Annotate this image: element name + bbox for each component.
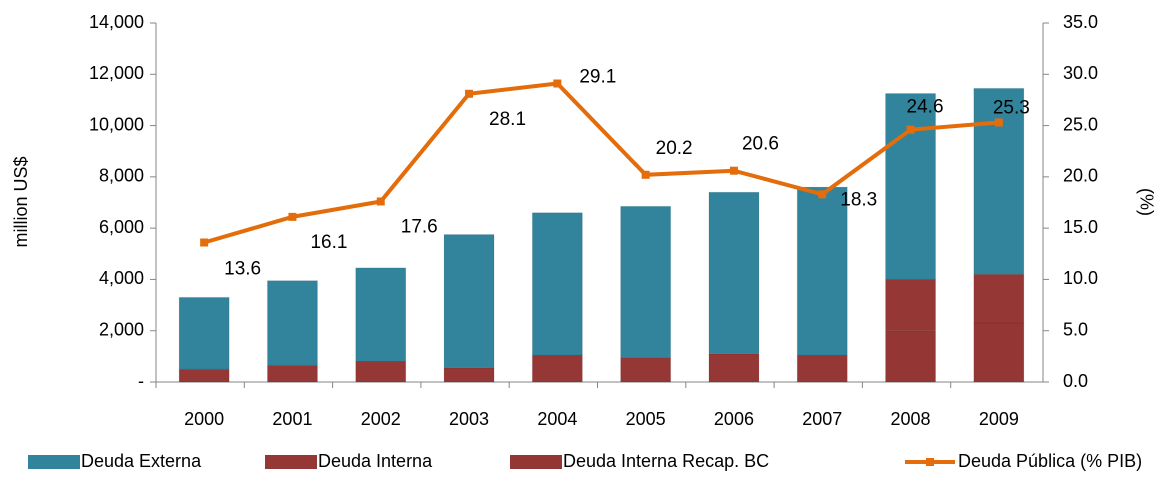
line-marker: [200, 238, 209, 247]
line-marker: [641, 170, 650, 179]
bar: [885, 330, 937, 383]
y2-tick-label: 0.0: [1063, 371, 1088, 391]
bar: [355, 267, 407, 362]
y2-tick-label: 35.0: [1063, 12, 1098, 32]
bar: [355, 360, 407, 383]
legend-swatch: [265, 455, 317, 469]
legend-swatch: [28, 455, 80, 469]
bar: [708, 353, 760, 383]
bar: [178, 296, 230, 370]
x-tick-label: 2008: [891, 409, 931, 429]
bar: [178, 368, 230, 383]
bar: [973, 273, 1025, 324]
line-marker: [376, 197, 385, 206]
line-marker: [553, 79, 562, 88]
legend-marker: [926, 458, 934, 466]
x-tick-label: 2001: [272, 409, 312, 429]
legend-label: Deuda Pública (% PIB): [958, 451, 1142, 471]
y2-tick-label: 30.0: [1063, 63, 1098, 83]
data-label: 24.6: [907, 97, 944, 118]
legend-label: Deuda Interna: [318, 451, 433, 471]
bar: [620, 357, 672, 383]
line-marker: [994, 118, 1003, 127]
y2-tick-label: 25.0: [1063, 114, 1098, 134]
y-tick-label: 4,000: [99, 268, 144, 288]
y-tick-label: 6,000: [99, 217, 144, 237]
bar: [885, 93, 937, 280]
bar: [266, 280, 318, 366]
bar: [885, 278, 937, 332]
y2-tick-label: 10.0: [1063, 268, 1098, 288]
data-label: 13.6: [224, 259, 261, 280]
legend-swatch: [510, 455, 562, 469]
x-tick-label: 2004: [537, 409, 577, 429]
bar: [531, 354, 583, 383]
bar: [443, 367, 495, 383]
data-label: 28.1: [489, 109, 526, 130]
legend-label: Deuda Interna Recap. BC: [563, 451, 769, 471]
data-label: 20.2: [656, 138, 693, 159]
y-tick-label: 14,000: [89, 12, 144, 32]
y2-tick-label: 20.0: [1063, 166, 1098, 186]
y-tick-label: 10,000: [89, 114, 144, 134]
x-tick-label: 2006: [714, 409, 754, 429]
line-marker: [729, 166, 738, 175]
bar: [973, 322, 1025, 383]
y-tick-label: 12,000: [89, 63, 144, 83]
y-tick-label: -: [138, 371, 144, 391]
x-tick-label: 2003: [449, 409, 489, 429]
x-tick-label: 2002: [361, 409, 401, 429]
line-marker: [288, 212, 297, 221]
line-marker: [906, 125, 915, 134]
x-tick-label: 2007: [802, 409, 842, 429]
data-label: 25.3: [993, 98, 1030, 119]
data-label: 20.6: [742, 134, 779, 155]
line: [203, 81, 1000, 245]
y2-tick-label: 5.0: [1063, 319, 1088, 339]
bar: [708, 191, 760, 355]
line-marker: [818, 190, 827, 199]
x-tick-label: 2000: [184, 409, 224, 429]
bar: [531, 212, 583, 356]
y2-axis-label: (%): [1136, 188, 1156, 216]
x-tick-label: 2009: [979, 409, 1019, 429]
y-tick-label: 8,000: [99, 166, 144, 186]
bar: [620, 205, 672, 359]
bar: [443, 234, 495, 369]
y2-tick-label: 15.0: [1063, 217, 1098, 237]
bar: [796, 354, 848, 383]
data-label: 17.6: [401, 216, 438, 237]
data-label: 16.1: [310, 232, 347, 253]
x-tick-label: 2005: [626, 409, 666, 429]
y-axis-label: million US$: [11, 156, 31, 247]
bar: [266, 364, 318, 383]
line-marker: [465, 89, 474, 98]
data-label: 29.1: [579, 67, 616, 88]
data-label: 18.3: [840, 189, 877, 210]
legend-label: Deuda Externa: [81, 451, 202, 471]
bar: [796, 186, 848, 356]
y-tick-label: 2,000: [99, 319, 144, 339]
